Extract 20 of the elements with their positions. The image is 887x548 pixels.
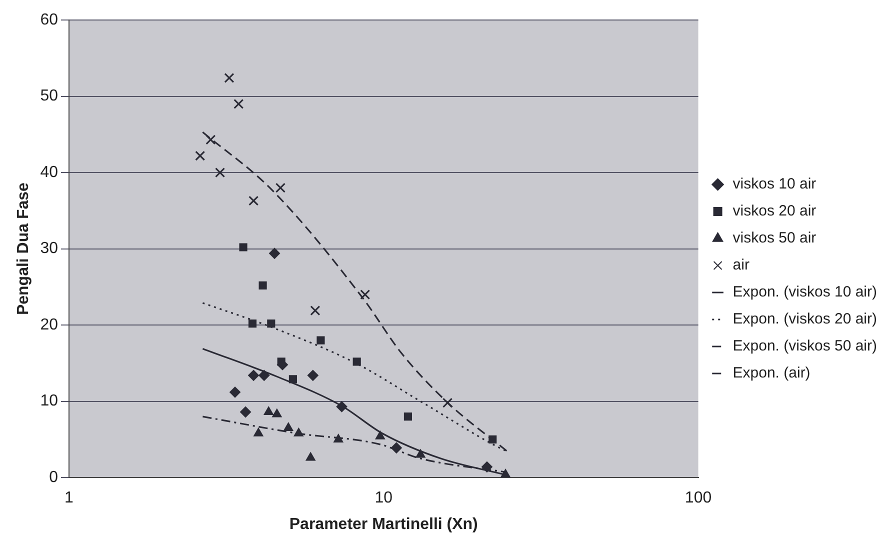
x-tick-label: 1 xyxy=(64,490,74,507)
y-tick-label: 60 xyxy=(40,11,58,28)
y-tick-label: 20 xyxy=(40,316,58,334)
legend-label: viskos 10 air xyxy=(732,176,816,193)
x-tick-label: 10 xyxy=(374,490,393,507)
legend-label: viskos 20 air xyxy=(732,202,816,220)
legend-label: viskos 50 air xyxy=(732,230,816,247)
y-tick-label: 10 xyxy=(40,392,58,410)
y-tick-label: 30 xyxy=(40,240,58,258)
y-tick-label: 0 xyxy=(49,469,58,486)
y-axis-title: Pengali Dua Fase xyxy=(15,182,32,316)
x-tick-label: 100 xyxy=(684,490,712,507)
legend-label: Expon. (air) xyxy=(732,364,810,382)
legend-label: Expon. (viskos 10 air) xyxy=(732,284,878,301)
legend-label: air xyxy=(732,256,750,274)
y-tick-label: 50 xyxy=(40,88,58,105)
legend-label: Expon. (viskos 50 air) xyxy=(732,338,878,355)
x-axis-title: Parameter Martinelli (Xn) xyxy=(289,516,478,533)
y-tick-label: 40 xyxy=(40,164,58,181)
legend-label: Expon. (viskos 20 air) xyxy=(732,310,878,328)
